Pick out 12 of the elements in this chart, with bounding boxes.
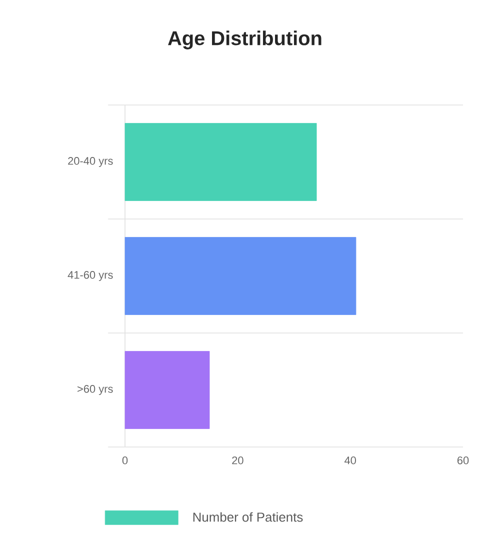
x-tick-label: 20 [232, 456, 244, 464]
x-tick-label: 40 [344, 456, 356, 464]
text: Number of Patients [193, 512, 303, 522]
y-tick-label: 41-60 yrs [68, 271, 113, 281]
bar [124, 237, 356, 315]
x-tick-label: 0 [122, 456, 128, 464]
y-tick-label: 20-40 yrs [68, 157, 113, 167]
bar [124, 351, 210, 429]
y-tick-label: >60 yrs [78, 385, 113, 395]
bar [124, 123, 317, 201]
x-tick-label: 60 [457, 456, 469, 464]
chart-title: Age Distribution [168, 30, 322, 50]
